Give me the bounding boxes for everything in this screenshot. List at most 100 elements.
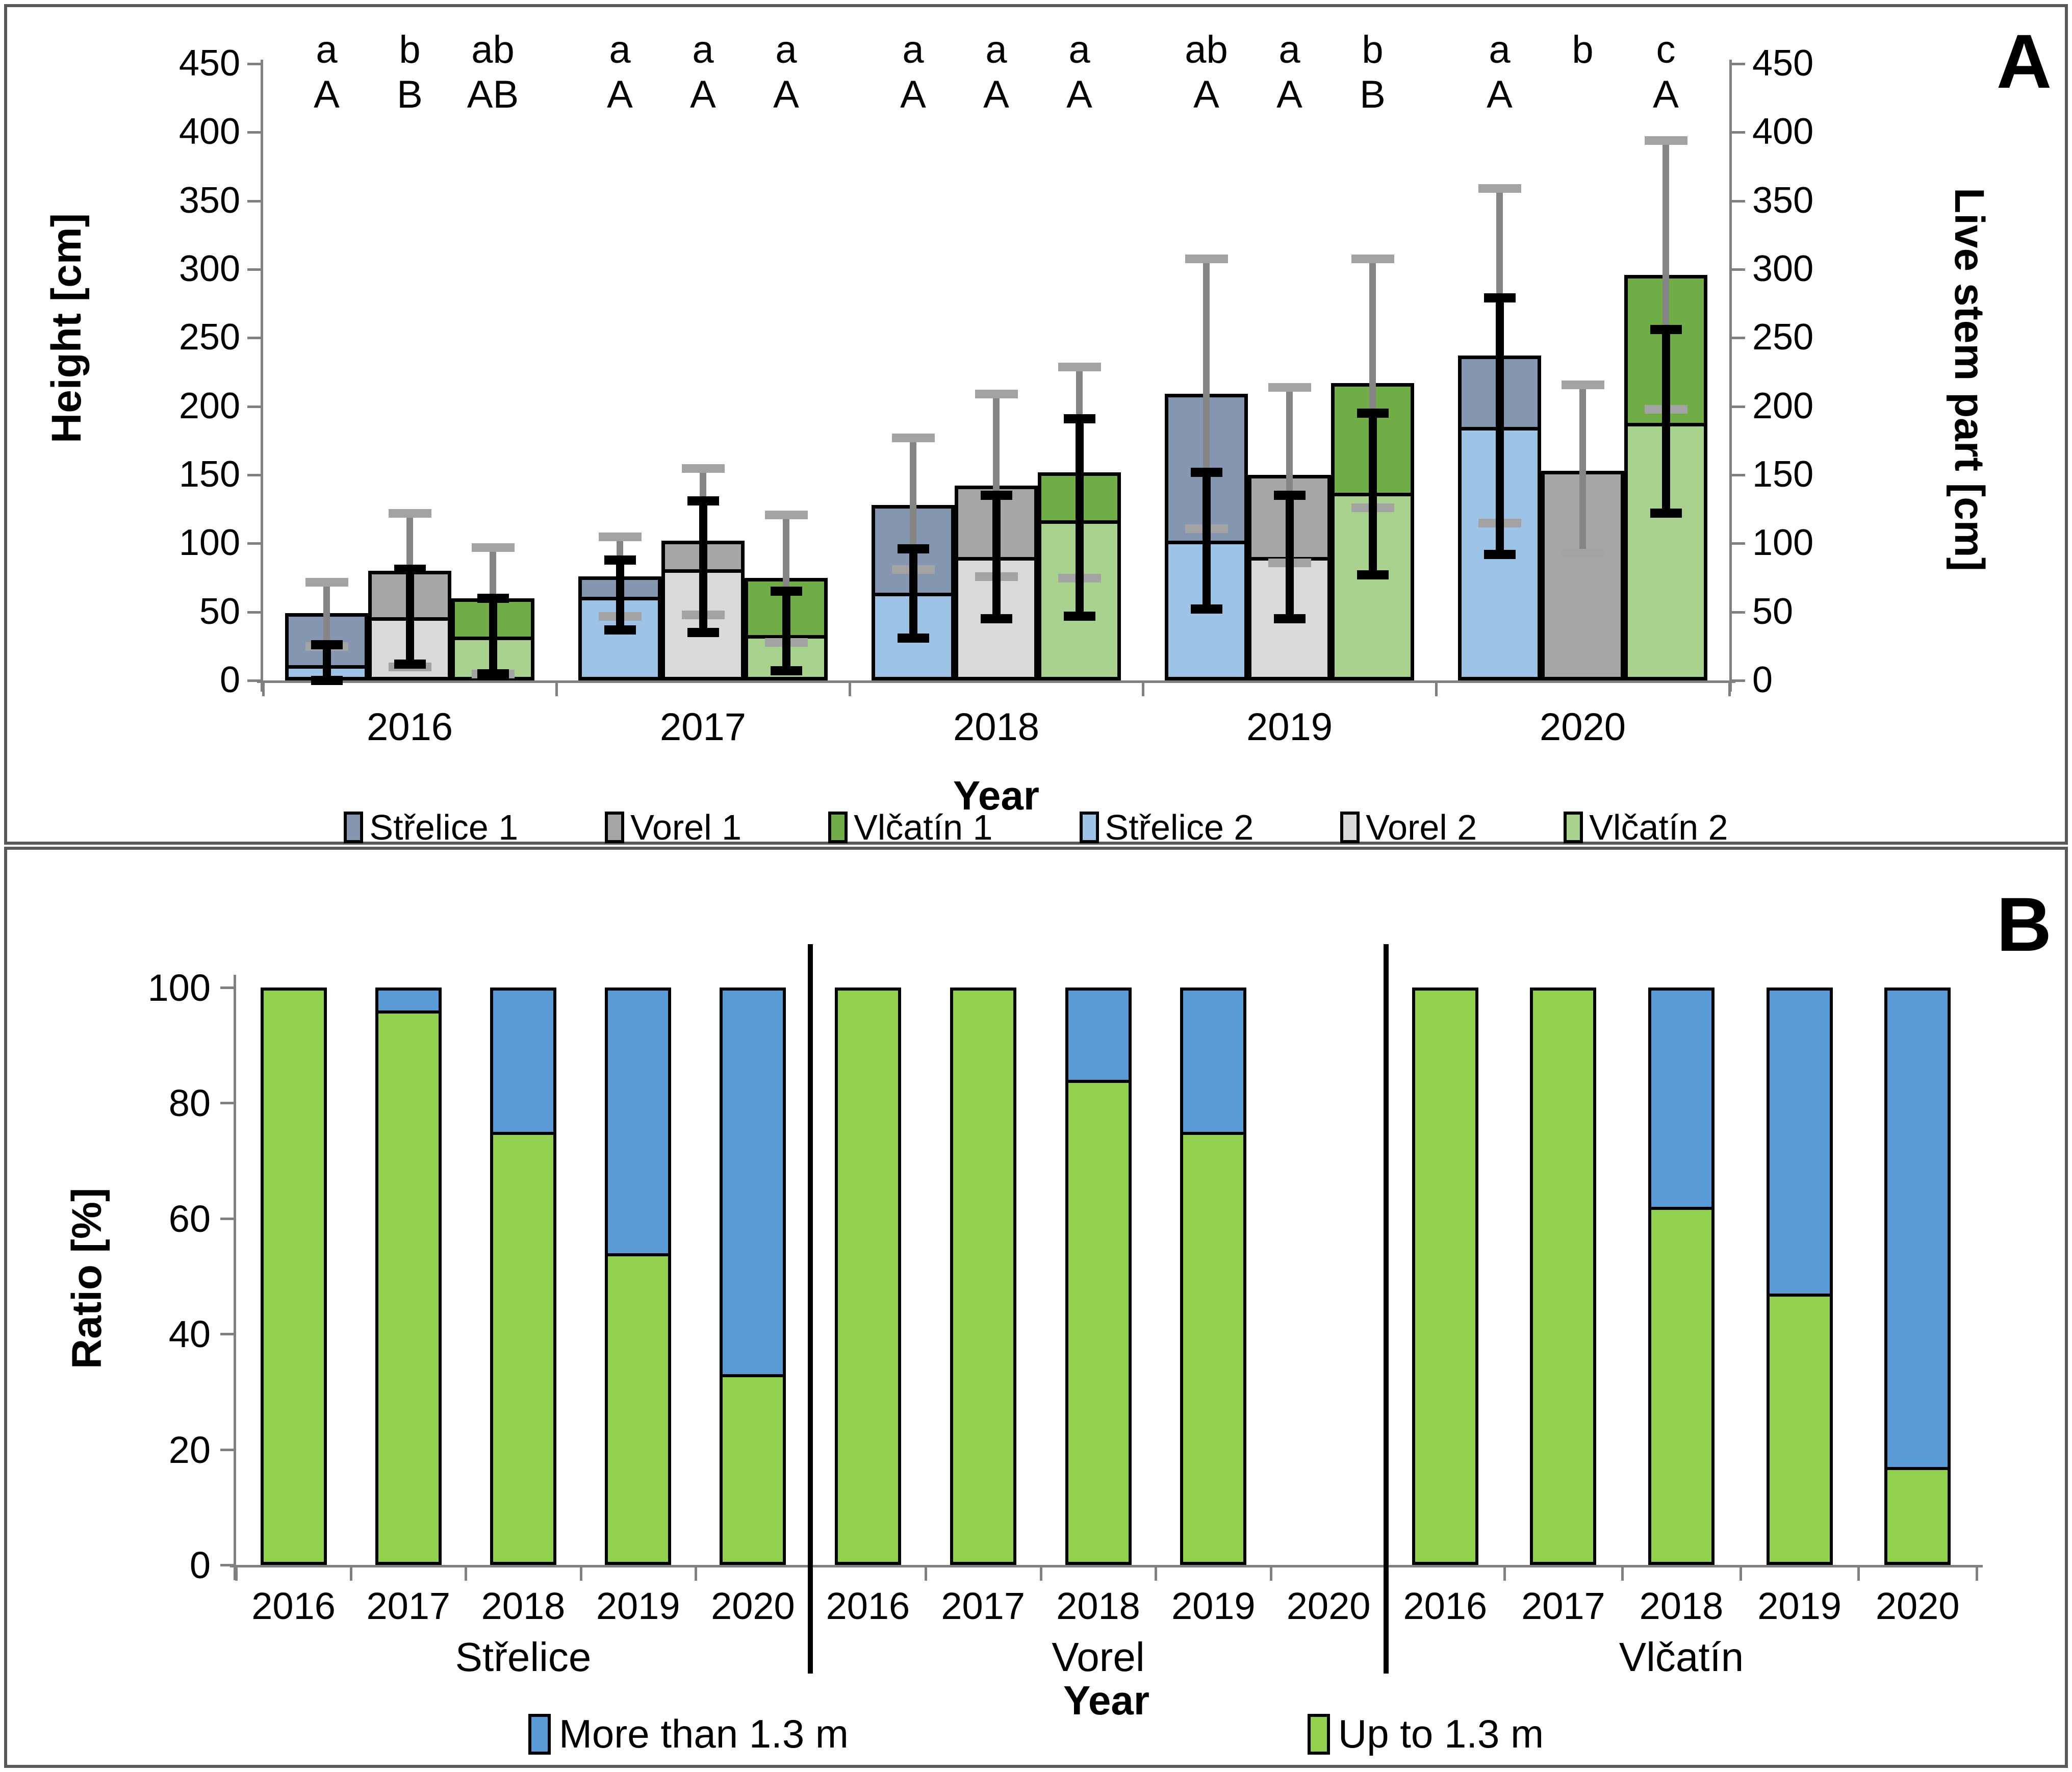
y-tick-left [247,474,261,476]
plot-area-b: 0 20 40 60 80 100 Střelice 2016 2017 2018 2019 2020… [7,850,2065,1765]
legend-swatch-icon [1079,812,1099,843]
stat-letter-lower: a [609,28,631,71]
error-bar-live-cap-bottom [394,659,426,669]
stat-letter-lower: a [692,28,714,71]
year-label: 2019 [1171,1585,1256,1627]
error-bar-live-line [1661,330,1670,514]
y-tick-label-left: 350 [178,180,240,221]
error-bar-live-cap-top [1483,293,1516,303]
error-bar-live-line [782,591,790,671]
error-bar-live-line [1495,298,1504,554]
x-tick [1976,1567,1978,1581]
y-tick-left [247,268,261,271]
stat-letter-lower: ab [1185,28,1228,71]
year-label: 2019 [1757,1585,1841,1627]
x-tick [1728,683,1731,696]
error-bar-total-cap-top [471,543,515,552]
year-label: 2020 [1539,705,1626,749]
stat-letter-lower: a [775,28,797,71]
bar-more-than-Střelice-2019 [605,988,672,1256]
error-bar-total-cap-top [975,390,1018,399]
stat-letter-upper: A [1276,73,1302,116]
error-bar-live-cap-top [1650,325,1682,335]
bar-more-than-Střelice-2018 [490,988,556,1135]
error-bar-live-cap-bottom [770,666,802,676]
y-tick-label: 0 [189,1544,211,1586]
error-bar-live-cap-bottom [1273,614,1306,624]
error-bar-live-cap-bottom [1483,549,1516,559]
y-tick-label-right: 400 [1752,111,1814,153]
x-axis-line [257,680,1735,683]
legend-swatch-icon [528,1713,551,1755]
error-bar-total-cap-bottom [1561,549,1604,558]
error-bar-total-line [1203,258,1210,528]
panel-a: Height [cm] Live stem part [cm] Year A S… [4,4,2068,848]
panel-b-label: B [1996,881,2052,967]
stat-letter-upper: A [773,73,799,116]
legend-label: Střelice 1 [369,807,519,847]
error-bar-total-cap-top [681,464,725,473]
legend-swatch-icon [605,812,625,843]
panel-a-label: A [1996,18,2052,104]
legend-swatch-icon [1564,812,1583,843]
year-label: 2020 [1875,1585,1960,1627]
stat-letter-upper: A [1487,73,1513,116]
bar-up-to-Střelice-2017 [375,1010,442,1565]
error-bar-live-line [616,560,624,630]
x-tick [1739,1567,1742,1581]
y-tick-left [247,337,261,340]
error-bar-live-cap-bottom [980,614,1012,624]
bar-more-than-Střelice-2020 [720,988,786,1378]
y-tick [220,1564,234,1566]
error-bar-live-cap-bottom [1357,570,1389,580]
bar-up-to-Vlčatín-2018 [1648,1207,1715,1565]
bar-more-than-Střelice-2017 [375,988,442,1014]
legend-label: Up to 1.3 m [1338,1711,1544,1756]
bar-more-than-Vlčatín-2019 [1766,988,1833,1297]
error-bar-live-line [1285,495,1294,619]
legend-item-Vlčatín 1: Vlčatín 1 [828,807,993,848]
y-tick [220,1102,234,1105]
stat-letter-lower: ab [471,28,515,71]
y-tick [220,1217,234,1220]
error-bar-live-cap-bottom [1650,509,1682,518]
legend-item-Střelice 1: Střelice 1 [344,807,518,848]
bar-more-than-Vorel-2018 [1065,988,1132,1083]
x-tick [694,1567,697,1581]
legend-item-Vlčatín 2: Vlčatín 2 [1564,807,1728,848]
y-tick-left [247,131,261,134]
stat-letter-lower: a [316,28,338,71]
year-label: 2017 [659,705,747,749]
error-bar-live-cap-bottom [604,625,636,635]
stat-letter-upper: B [1360,73,1386,116]
y-tick-label-left: 450 [178,43,240,84]
y-tick-label-left: 200 [178,385,240,426]
legend-swatch-icon [1340,812,1360,843]
error-bar-live-cap-bottom [311,676,343,685]
bar-up-to-Vlčatín-2020 [1884,1466,1951,1565]
x-tick [465,1567,468,1581]
y-tick-left [247,405,261,408]
stat-letter-lower: a [985,28,1007,71]
year-label: 2018 [1639,1585,1724,1627]
year-label: 2020 [711,1585,795,1627]
legend-swatch-icon [1307,1713,1330,1755]
bar-up-to-Vorel-2017 [950,988,1016,1565]
error-bar-live-line [405,569,414,664]
error-bar-total-cap-top [764,510,808,519]
x-tick [579,1567,582,1581]
year-label: 2018 [953,705,1040,749]
error-bar-total-cap-top [388,509,431,518]
y-tick [220,986,234,989]
error-bar-live-line [1368,413,1377,575]
y-tick-label-right: 50 [1752,591,1794,632]
error-bar-live-cap-bottom [477,669,509,678]
x-tick [1039,1567,1042,1581]
error-bar-live-cap-top [1063,414,1095,423]
y-tick-left [247,679,261,682]
y-tick-label-left: 50 [199,591,240,632]
legend-a: Střelice 1 Vorel 1 Vlčatín 1 Střelice 2 Vore… [7,807,2065,848]
y-tick-left [247,611,261,614]
x-tick [350,1567,353,1581]
